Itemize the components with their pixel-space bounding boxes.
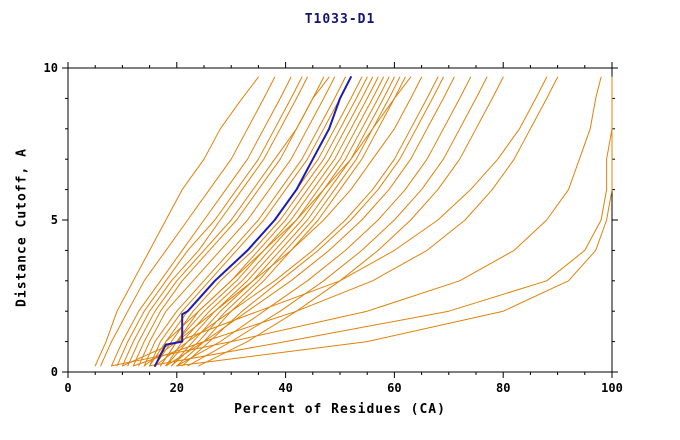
series-line — [176, 76, 472, 367]
series-line — [165, 76, 384, 367]
plot-border — [67, 67, 613, 373]
x-tick-label: 40 — [278, 381, 292, 395]
series-line — [116, 76, 303, 367]
series-line — [165, 76, 455, 367]
series-line — [149, 76, 352, 367]
series-line — [176, 76, 406, 367]
series-line — [154, 76, 439, 367]
series-line — [170, 76, 401, 367]
series-line — [160, 76, 374, 367]
series-line — [100, 76, 276, 367]
y-tick-label: 10 — [44, 61, 58, 75]
series-line — [111, 76, 292, 367]
y-tick-label: 0 — [51, 365, 58, 379]
series-line — [154, 76, 368, 367]
x-tick-label: 60 — [387, 381, 401, 395]
x-tick-label: 100 — [601, 381, 623, 395]
x-tick-label: 80 — [496, 381, 510, 395]
highlight-series-line — [154, 76, 352, 367]
series-line — [187, 76, 488, 367]
series-line — [94, 76, 259, 367]
series-line — [121, 76, 308, 367]
y-axis-label: Distance Cutoff, A — [14, 148, 30, 307]
series-line — [149, 76, 412, 367]
series-line — [111, 76, 602, 367]
series-line — [138, 76, 336, 367]
series-line — [170, 76, 395, 367]
x-tick-label: 20 — [170, 381, 184, 395]
series-line — [143, 76, 346, 367]
series-line — [132, 76, 559, 367]
x-tick-label: 0 — [64, 381, 71, 395]
series-line — [176, 76, 613, 367]
chart-title: T1033-D1 — [304, 12, 376, 27]
series-line — [127, 76, 330, 367]
series-line — [165, 76, 390, 367]
series-line — [181, 76, 444, 367]
series-line — [143, 76, 423, 367]
series-line — [160, 76, 379, 367]
x-axis-label: Percent of Residues (CA) — [234, 402, 446, 417]
y-tick-label: 5 — [51, 213, 58, 227]
series-line — [198, 76, 504, 367]
